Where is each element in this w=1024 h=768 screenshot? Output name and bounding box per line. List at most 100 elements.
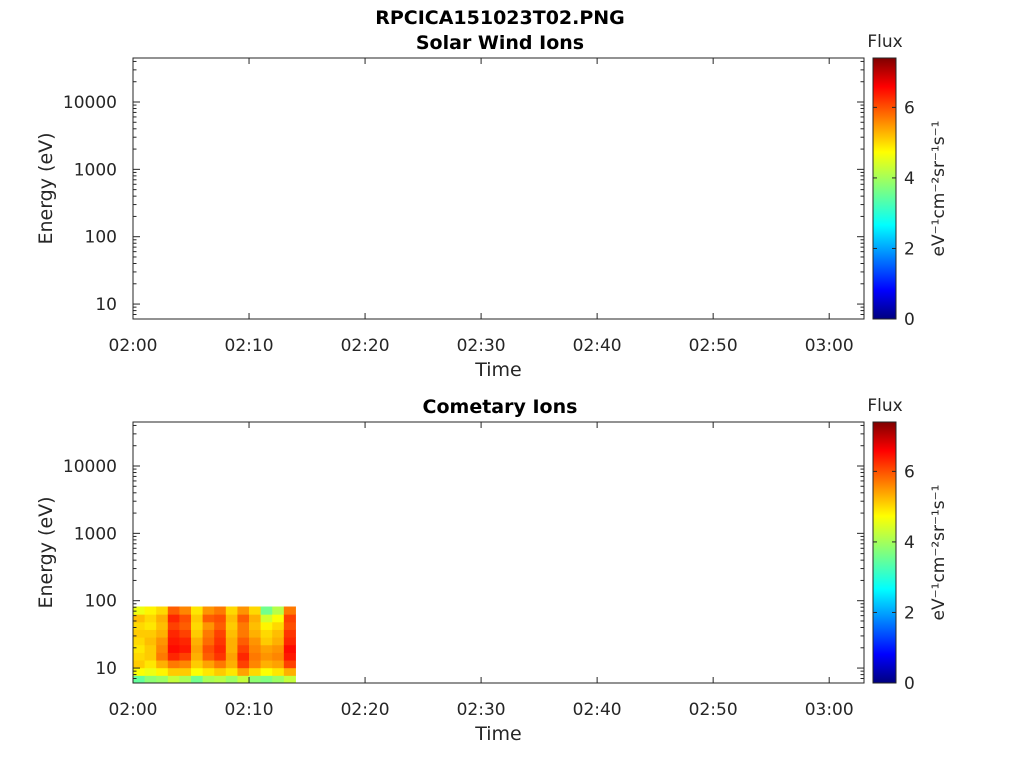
heatmap (133, 606, 296, 683)
heatmap-cell (191, 667, 204, 676)
x-tick-label: 03:00 (805, 700, 854, 720)
heatmap-cell (249, 660, 262, 669)
x-tick-label: 02:10 (225, 700, 274, 720)
heatmap-cell (214, 667, 227, 676)
heatmap-cell (237, 614, 250, 623)
heatmap-cell (225, 660, 238, 669)
heatmap-cell (156, 675, 169, 683)
heatmap-cell (249, 652, 262, 661)
colorbar-tick-label: 2 (904, 603, 915, 623)
heatmap-cell (144, 644, 157, 653)
heatmap-cell (144, 629, 157, 638)
heatmap-cell (202, 606, 215, 615)
heatmap-cell (283, 652, 296, 661)
colorbar-tick-label: 4 (904, 533, 915, 553)
heatmap-cell (225, 621, 238, 630)
plot-area (132, 57, 865, 320)
heatmap-cell (237, 629, 250, 638)
heatmap-cell (283, 660, 296, 669)
heatmap-cell (156, 637, 169, 646)
heatmap-cell (260, 637, 273, 646)
heatmap-cell (191, 621, 204, 630)
x-tick-label: 02:30 (457, 700, 506, 720)
x-tick-label: 02:00 (109, 700, 158, 720)
heatmap-cell (202, 652, 215, 661)
heatmap-cell (249, 667, 262, 676)
x-tick-label: 02:10 (225, 336, 274, 356)
heatmap-cell (191, 629, 204, 638)
heatmap-cell (260, 629, 273, 638)
heatmap-cell (167, 637, 180, 646)
figure-title: RPCICA151023T02.PNG (375, 7, 625, 29)
heatmap-cell (167, 621, 180, 630)
heatmap-cell (133, 644, 146, 653)
y-tick-label: 100 (85, 592, 117, 612)
colorbar-tick-label: 0 (904, 674, 915, 694)
heatmap-cell (272, 614, 285, 623)
solar-wind-title: Solar Wind Ions (415, 32, 585, 54)
heatmap-cell (202, 644, 215, 653)
y-tick-label: 10 (95, 295, 117, 315)
heatmap-cell (156, 667, 169, 676)
y-tick-label: 10000 (63, 93, 117, 113)
heatmap-cell (214, 621, 227, 630)
heatmap-cell (156, 660, 169, 669)
heatmap-cell (225, 644, 238, 653)
plot-area (132, 421, 865, 684)
colorbar (872, 57, 897, 320)
heatmap-cell (167, 629, 180, 638)
heatmap-cell (133, 614, 146, 623)
heatmap-cell (272, 606, 285, 615)
heatmap-cell (191, 614, 204, 623)
x-tick-label: 02:30 (457, 336, 506, 356)
colorbar-unit-label: eV⁻¹cm⁻²sr⁻¹s⁻¹ (929, 485, 949, 621)
heatmap-cell (237, 637, 250, 646)
heatmap-cell (260, 652, 273, 661)
heatmap-cell (272, 675, 285, 683)
heatmap-cell (249, 675, 262, 683)
heatmap-cell (237, 660, 250, 669)
heatmap-cell (272, 667, 285, 676)
heatmap-cell (225, 667, 238, 676)
heatmap-cell (133, 621, 146, 630)
heatmap-cell (144, 667, 157, 676)
heatmap-cell (167, 606, 180, 615)
heatmap-cell (156, 621, 169, 630)
heatmap-cell (249, 644, 262, 653)
heatmap-cell (179, 614, 192, 623)
heatmap-cell (167, 614, 180, 623)
heatmap-cell (283, 606, 296, 615)
x-tick-label: 02:40 (573, 700, 622, 720)
heatmap-cell (191, 660, 204, 669)
heatmap-cell (144, 614, 157, 623)
heatmap-cell (133, 660, 146, 669)
colorbar-tick-label: 4 (904, 169, 915, 189)
heatmap-cell (179, 652, 192, 661)
heatmap-cell (144, 621, 157, 630)
heatmap-cell (179, 660, 192, 669)
heatmap-cell (144, 637, 157, 646)
colorbar-tick-label: 6 (904, 462, 915, 482)
heatmap-cell (260, 644, 273, 653)
x-tick-label: 03:00 (805, 336, 854, 356)
heatmap-cell (167, 675, 180, 683)
heatmap-cell (237, 675, 250, 683)
heatmap-cell (249, 629, 262, 638)
heatmap-cell (156, 629, 169, 638)
heatmap-cell (179, 621, 192, 630)
heatmap-cell (167, 644, 180, 653)
heatmap-cell (225, 629, 238, 638)
heatmap-cell (260, 614, 273, 623)
heatmap-cell (225, 614, 238, 623)
heatmap-cell (167, 667, 180, 676)
colorbar (872, 421, 897, 684)
heatmap-cell (225, 637, 238, 646)
heatmap-cell (133, 606, 146, 615)
heatmap-cell (283, 629, 296, 638)
heatmap-cell (225, 675, 238, 683)
heatmap-cell (237, 644, 250, 653)
heatmap-cell (283, 667, 296, 676)
heatmap-cell (237, 606, 250, 615)
heatmap-cell (191, 644, 204, 653)
panel-0: 02:00 02:10 02:20 02:30 02:40 02:50 03:00 Time 1… (35, 32, 949, 381)
